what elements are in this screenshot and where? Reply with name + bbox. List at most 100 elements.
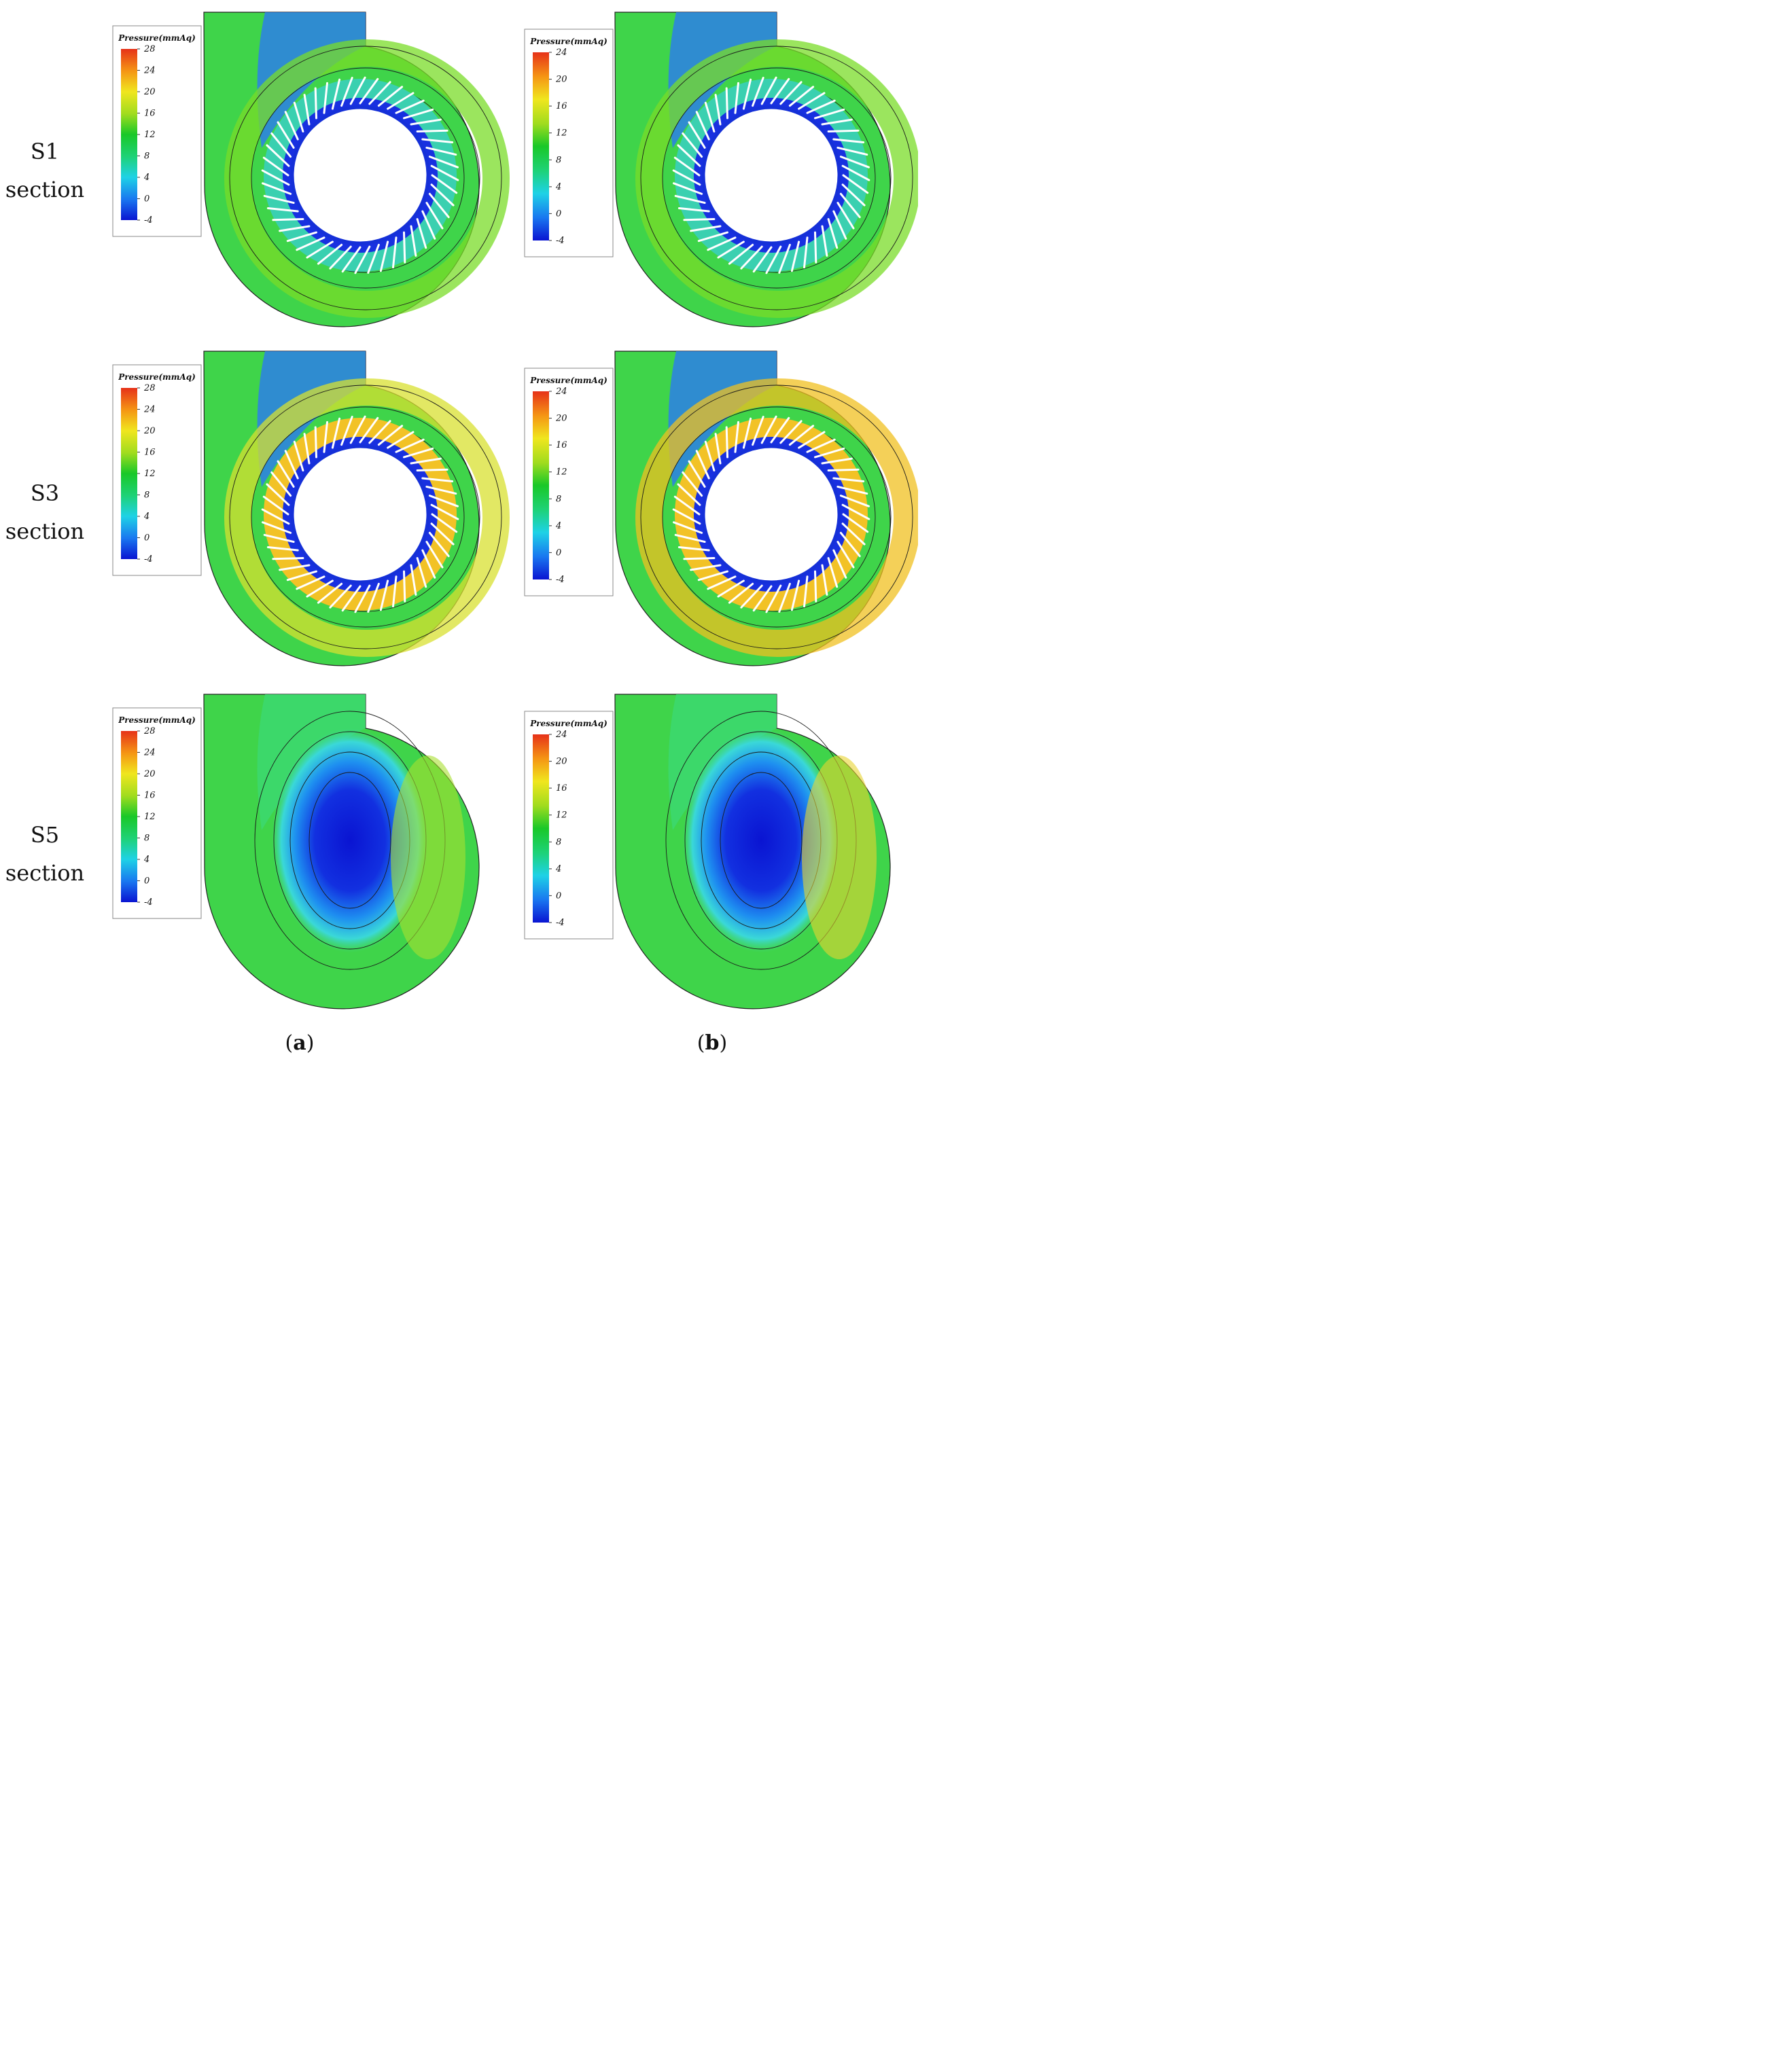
impeller-blade — [742, 417, 752, 449]
impeller-blade — [707, 575, 737, 590]
impeller-blade — [266, 546, 299, 552]
impeller-blade — [832, 477, 865, 482]
legend-tick-label: 0 — [556, 891, 561, 901]
row-label-s3-name: S3 — [31, 480, 59, 506]
impeller-blade — [331, 78, 341, 110]
impeller-blade — [329, 584, 352, 609]
legend-tick-label: 4 — [555, 182, 561, 192]
legend-tick-label: 12 — [144, 130, 156, 140]
impeller-blade — [379, 579, 389, 611]
impeller-blade — [421, 210, 436, 240]
impeller-blade — [695, 111, 710, 141]
legend-tick-label: 8 — [144, 151, 149, 162]
impeller-blade — [416, 557, 427, 588]
impeller-blade — [697, 570, 728, 582]
impeller-blade — [821, 564, 828, 596]
impeller-blade — [690, 225, 722, 232]
impeller-blade — [725, 87, 728, 120]
impeller-blade — [377, 425, 404, 446]
impeller-blade — [425, 541, 444, 569]
impeller-blade — [430, 522, 455, 546]
legend-colorbar — [533, 52, 549, 240]
impeller-blade — [672, 169, 701, 186]
volute-pressure-band — [224, 39, 510, 318]
impeller-blade — [261, 169, 290, 186]
impeller-blade — [367, 243, 380, 274]
legend-tick-label: 4 — [143, 855, 149, 865]
impeller-blade — [839, 192, 861, 219]
impeller-blade — [752, 246, 773, 273]
pressure-contour-figure: S1 section S3 section S5 section (a) (b)… — [5, 12, 918, 1055]
impeller-blade — [682, 471, 703, 497]
impeller-blade — [770, 77, 790, 105]
impeller-blade — [263, 194, 295, 204]
impeller-blade — [765, 245, 782, 274]
impeller-blade — [430, 503, 459, 520]
impeller-blade — [421, 549, 436, 579]
legend-colorbar — [533, 734, 549, 923]
impeller-blade — [836, 202, 855, 230]
legend-tick-label: -4 — [556, 918, 565, 928]
impeller-hub — [290, 105, 430, 245]
impeller-blade — [262, 495, 289, 516]
impeller-blade — [697, 231, 728, 243]
impeller-blade — [827, 468, 860, 471]
impeller-blade — [410, 564, 417, 596]
row-labels: S1 section S3 section S5 section — [5, 139, 84, 886]
panel-s1-a: Pressure(mmAq)28 24 20 16 12 8 4 0 -4 — [112, 12, 510, 327]
legend-tick-label: 0 — [144, 876, 149, 887]
legend-tick-label: 8 — [144, 490, 149, 501]
impeller-blade — [827, 218, 839, 249]
impeller-blade — [421, 477, 454, 482]
impeller-blade — [728, 243, 754, 265]
impeller-blade — [832, 138, 865, 143]
legend-tick-label: 12 — [556, 467, 567, 478]
impeller-blade — [261, 508, 290, 525]
row-label-s1-name: S1 — [31, 139, 59, 164]
impeller-blade — [742, 78, 752, 110]
impeller-blade — [266, 144, 290, 167]
legend-tick-label: 0 — [144, 533, 149, 543]
impeller-blade — [340, 77, 353, 107]
impeller-blade — [673, 495, 701, 516]
legend-tick-label: 16 — [556, 440, 567, 450]
legend-tick-label: 8 — [556, 837, 561, 847]
impeller-blade — [359, 416, 379, 444]
pressure-legend: Pressure(mmAq)28 24 20 16 12 8 4 0 -4 — [112, 364, 202, 576]
row-label-s5-name: S5 — [31, 822, 59, 848]
legend-tick-label: -4 — [144, 897, 153, 908]
impeller-blade — [674, 194, 706, 204]
impeller-blade — [714, 94, 722, 126]
impeller-blade — [296, 575, 325, 590]
column-labels: (a) (b) — [285, 1031, 728, 1055]
impeller-blade — [428, 531, 450, 558]
contour-line — [662, 67, 892, 289]
impeller-blade — [431, 174, 458, 194]
impeller-blade — [827, 557, 839, 588]
row-label-s1-type: section — [5, 177, 84, 202]
column-label-b: (b) — [697, 1031, 727, 1055]
impeller-blade — [296, 236, 325, 251]
impeller-blade — [354, 245, 371, 274]
contour-line — [640, 46, 913, 310]
legend-tick-label: 0 — [556, 548, 561, 558]
impeller-blade — [740, 245, 763, 270]
impeller-blade — [770, 416, 790, 444]
impeller-blade — [277, 460, 295, 488]
impeller-blade — [673, 521, 703, 534]
legend-tick-label: 20 — [143, 426, 156, 436]
legend-tick-label: 24 — [555, 48, 567, 58]
volute-pressure-band — [224, 378, 510, 657]
impeller-blade — [270, 471, 292, 497]
legend-tick-label: 0 — [556, 209, 561, 219]
legend-title: Pressure(mmAq) — [529, 719, 607, 728]
impeller-blade — [306, 240, 334, 259]
impeller-blade — [403, 570, 406, 603]
impeller-blade — [387, 431, 415, 449]
impeller-blade — [832, 210, 847, 240]
impeller-blade — [842, 174, 869, 194]
impeller-blade — [814, 108, 845, 120]
panel-s5-a: Pressure(mmAq)28 24 20 16 12 8 4 0 -4 — [112, 694, 480, 1010]
impeller-blade — [428, 156, 459, 168]
